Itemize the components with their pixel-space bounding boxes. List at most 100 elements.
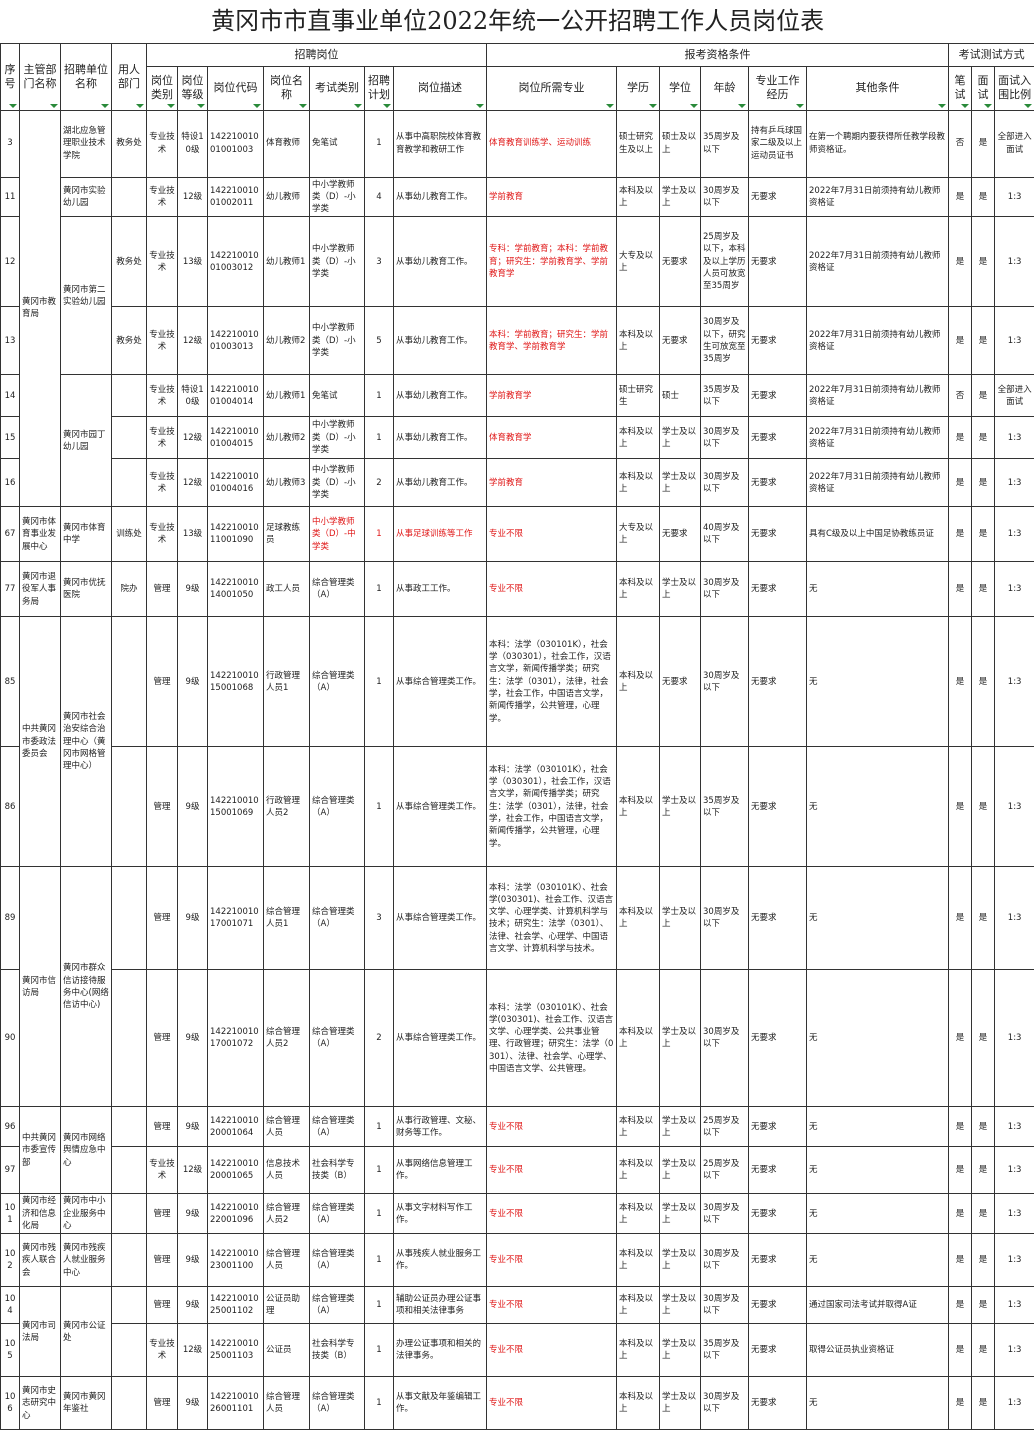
- interview: 是: [972, 1147, 995, 1194]
- department: [112, 459, 147, 507]
- written-exam: 是: [949, 617, 972, 747]
- degree: 无要求: [660, 217, 701, 307]
- post-name: 行政管理人员1: [264, 617, 310, 747]
- experience: 无要求: [749, 1324, 807, 1377]
- interview: 是: [972, 867, 995, 970]
- department: [112, 617, 147, 747]
- serial: 12: [1, 217, 20, 307]
- supervising-dept: 中共黄冈市委政法委员会: [20, 617, 61, 867]
- interview-ratio: 1:3: [995, 1194, 1034, 1234]
- other-conditions: 无: [807, 747, 949, 867]
- hiring-unit: 黄冈市群众信访接待服务中心(网络信访中心): [61, 867, 112, 1107]
- supervising-dept: 中共黄冈市委宣传部: [20, 1107, 61, 1194]
- written-exam: 否: [949, 110, 972, 177]
- experience: 无要求: [749, 1287, 807, 1324]
- interview-ratio: 1:3: [995, 417, 1034, 459]
- major: 本科：学前教育；研究生：学前教育学、学前教育学: [487, 307, 617, 375]
- other-conditions: 无: [807, 1377, 949, 1430]
- department: 教务处: [112, 217, 147, 307]
- degree: 学士及以上: [660, 417, 701, 459]
- table-row: 序号主管部门名称招聘单位名称用人部门招聘岗位报考资格条件考试测试方式: [1, 43, 1034, 66]
- department: 教务处: [112, 307, 147, 375]
- interview-ratio: 1:3: [995, 747, 1034, 867]
- other-conditions: 取得公证员执业资格证: [807, 1324, 949, 1377]
- experience: 无要求: [749, 747, 807, 867]
- education: 本科及以上: [617, 1194, 660, 1234]
- exam-type: 免笔试: [310, 375, 365, 417]
- other-conditions: 无: [807, 1234, 949, 1287]
- other-conditions: 2022年7月31日前须持有幼儿教师资格证: [807, 459, 949, 507]
- experience: 无要求: [749, 867, 807, 970]
- supervising-dept: 黄冈市残疾人联合会: [20, 1234, 61, 1287]
- post-code: 14221001001003012: [208, 217, 264, 307]
- post-name: 公证员助理: [264, 1287, 310, 1324]
- department: 院办: [112, 562, 147, 617]
- interview-ratio: 1:3: [995, 177, 1034, 217]
- other-conditions: 在第一个聘期内要获得所任教学段教师资格证。: [807, 110, 949, 177]
- post-code: 14221001001003013: [208, 307, 264, 375]
- age: 40周岁及以下: [701, 507, 749, 562]
- experience: 无要求: [749, 1147, 807, 1194]
- column-header: 其他条件: [807, 66, 949, 110]
- category: 管理: [147, 1107, 178, 1147]
- education: 本科及以上: [617, 970, 660, 1107]
- major: 专业不限: [487, 1107, 617, 1147]
- department: [112, 177, 147, 217]
- description: 从事幼儿教育工作。: [394, 417, 487, 459]
- column-header: 岗位描述: [394, 66, 487, 110]
- plan-count: 3: [365, 867, 394, 970]
- column-header: 岗位名称: [264, 66, 310, 110]
- exam-type: 综合管理类（A）: [310, 747, 365, 867]
- other-conditions: 无: [807, 867, 949, 970]
- plan-count: 1: [365, 617, 394, 747]
- age: 30周岁及以下: [701, 970, 749, 1107]
- interview-ratio: 全部进入面试: [995, 110, 1034, 177]
- description: 从事幼儿教育工作。: [394, 307, 487, 375]
- major: 学前教育: [487, 177, 617, 217]
- grade: 9级: [178, 970, 208, 1107]
- grade: 9级: [178, 747, 208, 867]
- post-name: 幼儿教师3: [264, 459, 310, 507]
- interview: 是: [972, 617, 995, 747]
- education: 本科及以上: [617, 1287, 660, 1324]
- hiring-unit: 湖北应急管理职业技术学院: [61, 110, 112, 177]
- degree: 学士及以上: [660, 177, 701, 217]
- post-name: 综合管理人员: [264, 1107, 310, 1147]
- major: 专业不限: [487, 1377, 617, 1430]
- plan-count: 1: [365, 1194, 394, 1234]
- experience: 无要求: [749, 970, 807, 1107]
- serial: 77: [1, 562, 20, 617]
- major: 学前教育: [487, 459, 617, 507]
- interview-ratio: 1:3: [995, 562, 1034, 617]
- age: 35周岁及以下: [701, 1324, 749, 1377]
- experience: 无要求: [749, 217, 807, 307]
- grade: 12级: [178, 1147, 208, 1194]
- experience: 无要求: [749, 562, 807, 617]
- supervising-dept: 黄冈市信访局: [20, 867, 61, 1107]
- description: 从事综合管理类工作。: [394, 867, 487, 970]
- description: 从事中高职院校体育教育教学和教研工作: [394, 110, 487, 177]
- interview: 是: [972, 562, 995, 617]
- plan-count: 1: [365, 1324, 394, 1377]
- category: 专业技术: [147, 1147, 178, 1194]
- exam-type: 综合管理类（A）: [310, 1377, 365, 1430]
- post-name: 综合管理人员: [264, 1234, 310, 1287]
- supervising-dept: 黄冈市教育局: [20, 110, 61, 507]
- degree: 学士及以上: [660, 867, 701, 970]
- written-exam: 是: [949, 417, 972, 459]
- group-header: 考试测试方式: [949, 43, 1034, 66]
- written-exam: 是: [949, 562, 972, 617]
- degree: 学士及以上: [660, 459, 701, 507]
- column-header: 年龄: [701, 66, 749, 110]
- education: 本科及以上: [617, 417, 660, 459]
- education: 本科及以上: [617, 1147, 660, 1194]
- age: 25周岁及以下: [701, 1147, 749, 1194]
- interview: 是: [972, 507, 995, 562]
- supervising-dept: 黄冈市司法局: [20, 1287, 61, 1377]
